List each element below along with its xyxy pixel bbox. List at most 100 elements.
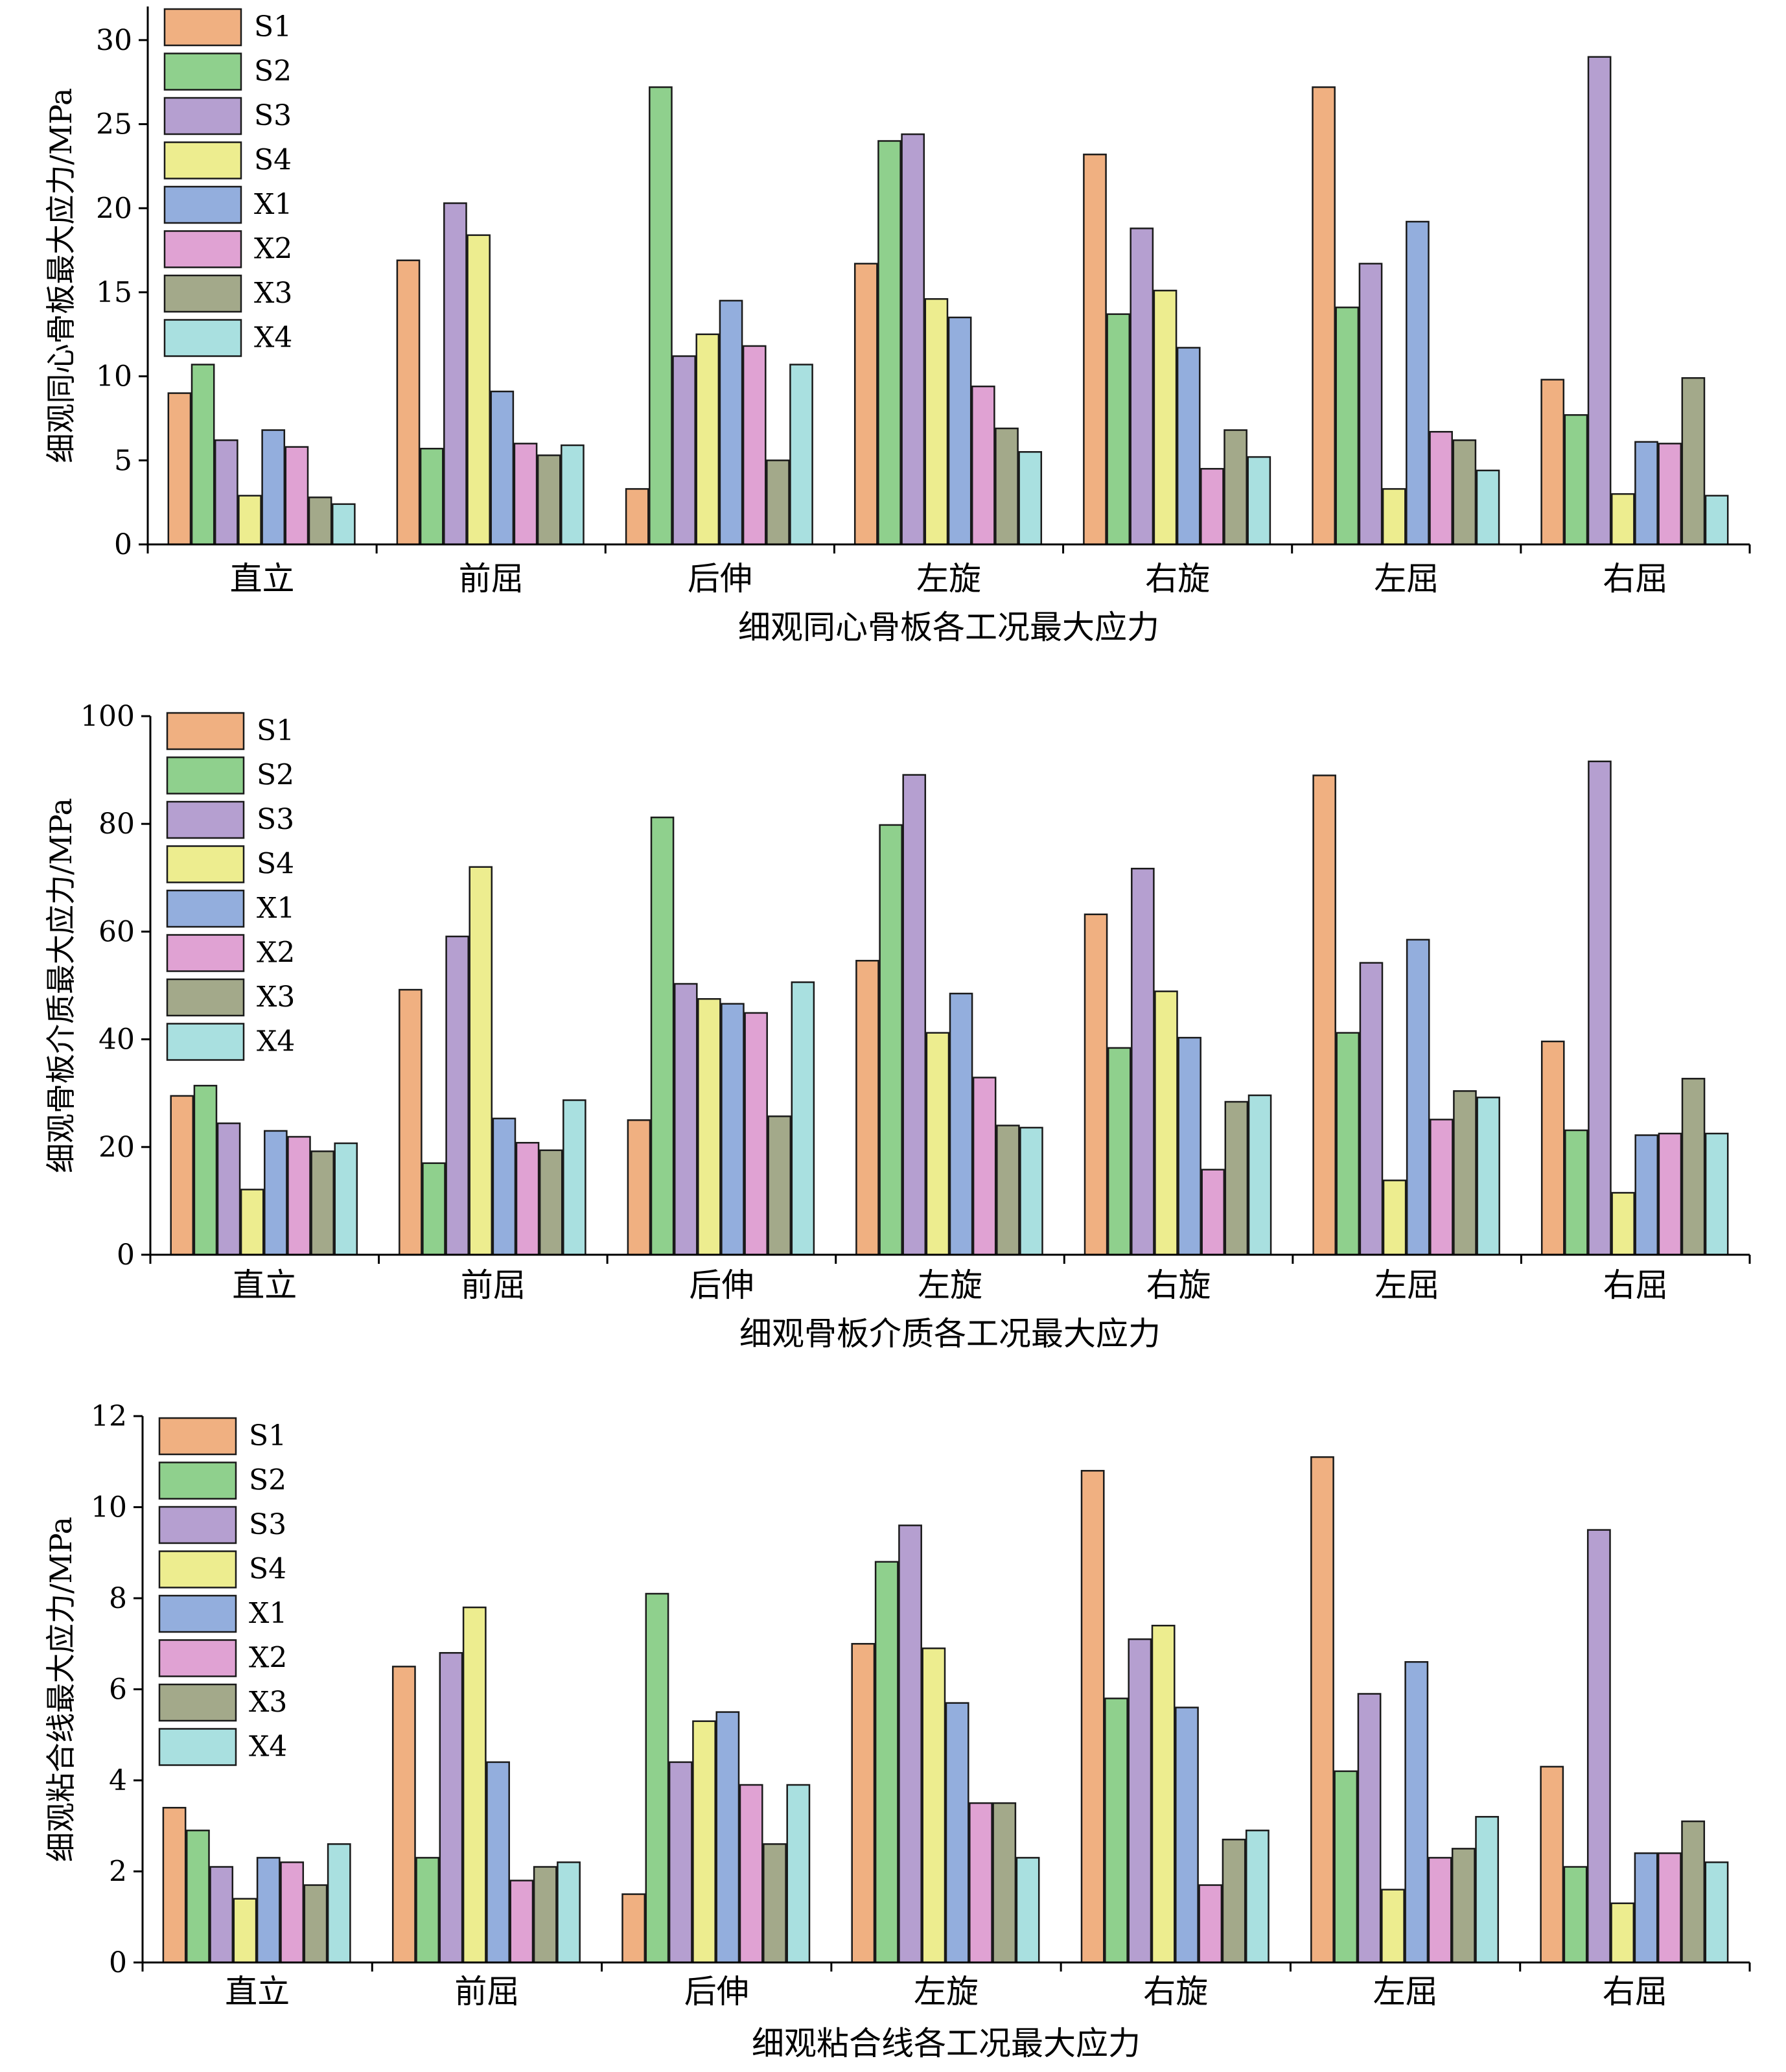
y-tick-label: 0 — [109, 1946, 127, 1979]
legend-swatch-X3 — [166, 978, 245, 1017]
legend-swatch-S2 — [163, 52, 242, 91]
bar-X3-直立 — [310, 1150, 334, 1256]
bar-S4-左屈 — [1382, 488, 1406, 546]
bar-X1-直立 — [256, 1857, 281, 1964]
x-tick-label: 直立 — [232, 1266, 297, 1304]
x-tick-label: 后伸 — [688, 560, 752, 598]
bar-X2-直立 — [284, 446, 309, 546]
bar-X1-后伸 — [719, 299, 743, 546]
y-tick-label: 10 — [91, 1491, 127, 1524]
legend-swatch-X4 — [158, 1728, 237, 1766]
bar-X3-前屈 — [537, 454, 561, 546]
bar-X3-左屈 — [1453, 1090, 1477, 1256]
bar-S2-右屈 — [1564, 414, 1588, 546]
bar-X4-前屈 — [561, 444, 585, 546]
bar-S4-左旋 — [925, 1032, 950, 1256]
y-tick-label: 12 — [91, 1400, 127, 1433]
bar-S3-右屈 — [1588, 760, 1612, 1256]
bar-X3-右屈 — [1681, 1078, 1706, 1256]
legend-label-X1: X1 — [254, 188, 292, 221]
bar-S2-直立 — [185, 1830, 210, 1964]
legend-swatch-X4 — [163, 319, 242, 357]
legend-swatch-S1 — [158, 1417, 237, 1456]
bar-S2-后伸 — [650, 816, 675, 1256]
bar-S1-右旋 — [1083, 154, 1107, 546]
bar-X1-左旋 — [949, 992, 973, 1256]
bar-X1-前屈 — [490, 390, 515, 546]
legend-label-S2: S2 — [257, 759, 294, 792]
bar-S3-后伸 — [673, 983, 698, 1256]
bar-S4-右屈 — [1610, 493, 1635, 546]
x-tick-label: 左旋 — [914, 1973, 979, 2010]
bar-X2-右屈 — [1657, 1852, 1682, 1964]
x-tick-label: 右屈 — [1603, 560, 1667, 598]
bar-X3-左屈 — [1451, 1848, 1476, 1964]
bar-S3-左屈 — [1359, 962, 1384, 1256]
bar-X4-后伸 — [789, 364, 813, 546]
x-tick-label: 右屈 — [1603, 1266, 1668, 1304]
legend-label-S1: S1 — [257, 714, 294, 747]
y-axis-label: 细观骨板介质最大应力/MPa — [43, 798, 78, 1173]
x-tick-label: 左屈 — [1373, 1973, 1438, 2010]
bar-X2-后伸 — [744, 1012, 768, 1256]
x-tick-label: 直立 — [225, 1973, 290, 2010]
legend-label-X2: X2 — [254, 233, 292, 266]
bar-X1-后伸 — [721, 1003, 745, 1256]
bar-X3-左旋 — [992, 1802, 1017, 1964]
legend-label-X4: X4 — [257, 1025, 295, 1058]
bar-X3-后伸 — [766, 460, 790, 546]
bar-X4-直立 — [334, 1142, 358, 1256]
bar-X3-左屈 — [1452, 439, 1477, 546]
x-tick-label: 后伸 — [684, 1973, 749, 2010]
legend-swatch-S2 — [166, 756, 245, 795]
legend-swatch-S1 — [166, 712, 245, 751]
bar-X4-前屈 — [562, 1099, 586, 1256]
legend: S1 S2 S3 S4 X1 X2 X3 X4 — [163, 8, 292, 357]
x-tick-label: 直立 — [230, 560, 295, 598]
bar-S4-直立 — [240, 1189, 264, 1256]
x-tick-label: 左旋 — [916, 560, 981, 598]
bar-S2-直立 — [191, 364, 215, 546]
y-tick-label: 20 — [99, 1131, 135, 1164]
bar-X1-右旋 — [1177, 1036, 1201, 1256]
bar-S2-左旋 — [879, 824, 903, 1256]
x-tick-label: 前屈 — [459, 560, 524, 598]
legend-swatch-X1 — [163, 185, 242, 224]
legend-label-S1: S1 — [254, 10, 292, 43]
bar-X1-左屈 — [1406, 938, 1430, 1256]
bar-S2-左屈 — [1336, 1032, 1360, 1256]
y-tick-label: 15 — [96, 276, 132, 309]
bar-X4-左屈 — [1476, 469, 1500, 546]
bar-X2-右屈 — [1658, 1132, 1682, 1256]
bar-X2-前屈 — [513, 443, 538, 546]
bar-X2-右旋 — [1201, 1169, 1225, 1256]
bar-X4-左旋 — [1019, 1126, 1043, 1256]
x-axis-title: 细观骨板介质各工况最大应力 — [739, 1315, 1161, 1353]
legend-swatch-X2 — [163, 230, 242, 268]
bar-S1-前屈 — [396, 259, 421, 546]
y-axis-label: 细观粘合线最大应力/MPa — [43, 1517, 78, 1862]
legend-swatch-S3 — [163, 97, 242, 135]
bar-X1-右屈 — [1634, 1852, 1658, 1964]
legend-swatch-S2 — [158, 1461, 237, 1500]
bar-S3-右旋 — [1130, 227, 1154, 546]
y-tick-label: 30 — [96, 24, 132, 57]
bar-S1-左屈 — [1312, 774, 1336, 1256]
bar-S2-右旋 — [1106, 313, 1131, 546]
legend-label-S4: S4 — [257, 848, 294, 881]
legend-label-X4: X4 — [254, 321, 292, 355]
bar-X2-左屈 — [1429, 430, 1453, 546]
x-tick-label: 前屈 — [461, 1266, 526, 1304]
legend-swatch-X4 — [166, 1023, 245, 1061]
bar-X3-直立 — [303, 1884, 328, 1964]
bar-S3-左旋 — [898, 1524, 922, 1964]
bar-X1-前屈 — [492, 1117, 516, 1256]
bar-S2-直立 — [193, 1084, 218, 1256]
bar-S1-直立 — [162, 1806, 187, 1964]
bar-X1-前屈 — [486, 1761, 510, 1964]
legend-label-X3: X3 — [249, 1686, 287, 1719]
bar-S3-前屈 — [445, 935, 469, 1256]
bar-S1-右旋 — [1084, 913, 1108, 1256]
